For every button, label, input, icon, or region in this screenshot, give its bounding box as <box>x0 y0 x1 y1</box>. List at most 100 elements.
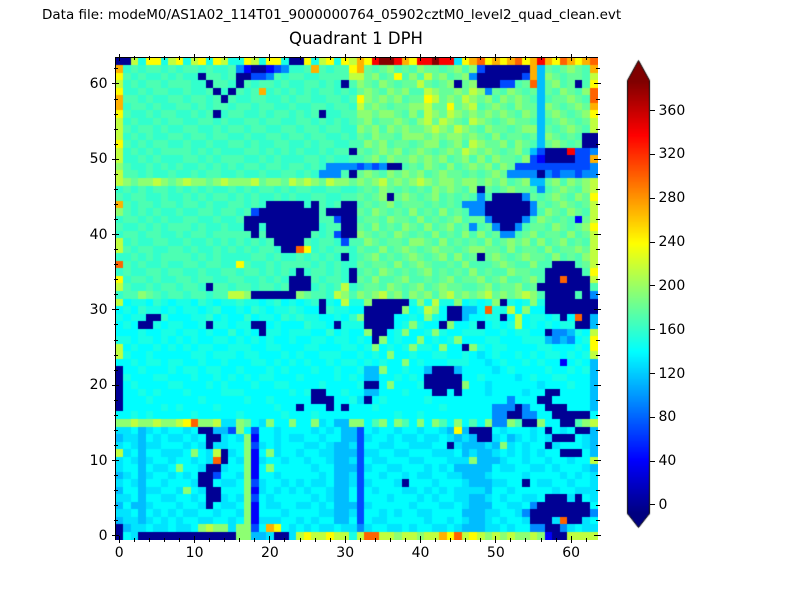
colorbar-tick-label: 360 <box>658 102 686 119</box>
x-tick <box>284 55 286 60</box>
x-tick <box>194 54 196 62</box>
x-tick <box>420 536 422 544</box>
colorbar <box>626 58 652 530</box>
x-tick <box>118 536 120 544</box>
colorbar-tick-label: 160 <box>658 321 686 338</box>
y-tick <box>113 444 118 446</box>
x-tick <box>239 537 241 542</box>
colorbar-tick <box>649 460 655 462</box>
x-tick <box>239 55 241 60</box>
x-tick <box>404 55 406 60</box>
y-tick <box>595 324 600 326</box>
y-tick-label: 50 <box>89 151 108 168</box>
y-tick <box>112 309 119 311</box>
x-tick <box>555 55 557 60</box>
x-tick <box>450 537 452 542</box>
y-tick <box>595 369 600 371</box>
y-tick <box>594 535 601 537</box>
colorbar-tick <box>649 329 655 331</box>
colorbar-tick-label: 320 <box>658 146 686 163</box>
y-tick <box>594 384 601 386</box>
y-tick <box>113 505 118 507</box>
y-tick <box>113 279 118 281</box>
y-tick <box>113 219 118 221</box>
x-tick <box>344 54 346 62</box>
y-tick-label: 0 <box>98 527 108 544</box>
x-tick <box>480 537 482 542</box>
y-tick <box>595 188 600 190</box>
y-tick <box>113 414 118 416</box>
colorbar-tick <box>649 285 655 287</box>
x-tick <box>465 55 467 60</box>
y-tick <box>113 128 118 130</box>
y-tick <box>595 475 600 477</box>
y-tick <box>113 369 118 371</box>
x-tick <box>389 537 391 542</box>
x-tick <box>374 537 376 542</box>
colorbar-tick-label: 0 <box>658 496 668 513</box>
colorbar-tick <box>649 153 655 155</box>
y-tick <box>595 444 600 446</box>
x-tick <box>435 537 437 542</box>
x-tick <box>480 55 482 60</box>
y-tick <box>112 460 119 462</box>
y-tick-label: 60 <box>89 75 108 92</box>
x-tick <box>269 536 271 544</box>
y-tick <box>113 475 118 477</box>
y-tick <box>595 264 600 266</box>
x-tick <box>254 55 256 60</box>
x-tick <box>254 537 256 542</box>
y-tick <box>112 384 119 386</box>
x-tick-label: 50 <box>486 544 505 561</box>
x-tick <box>570 536 572 544</box>
x-tick <box>359 537 361 542</box>
x-tick <box>359 55 361 60</box>
y-tick <box>595 128 600 130</box>
y-tick <box>113 113 118 115</box>
y-tick <box>595 520 600 522</box>
y-tick <box>113 203 118 205</box>
x-tick-label: 10 <box>185 544 204 561</box>
x-tick <box>133 537 135 542</box>
y-tick <box>112 83 119 85</box>
x-tick <box>570 54 572 62</box>
x-tick <box>148 537 150 542</box>
y-tick <box>112 535 119 537</box>
x-tick <box>585 537 587 542</box>
colorbar-tick <box>649 241 655 243</box>
y-tick <box>595 68 600 70</box>
x-tick <box>585 55 587 60</box>
y-tick <box>113 339 118 341</box>
x-tick <box>465 537 467 542</box>
y-tick-label: 20 <box>89 377 108 394</box>
x-tick <box>510 537 512 542</box>
x-tick <box>540 537 542 542</box>
x-tick <box>450 55 452 60</box>
colorbar-tick-label: 280 <box>658 190 686 207</box>
x-tick <box>329 537 331 542</box>
y-tick <box>113 98 118 100</box>
y-tick <box>595 98 600 100</box>
x-tick <box>118 54 120 62</box>
x-tick-label: 20 <box>260 544 279 561</box>
x-tick-label: 60 <box>562 544 581 561</box>
y-tick <box>113 324 118 326</box>
y-tick <box>113 294 118 296</box>
y-tick <box>113 520 118 522</box>
x-tick <box>495 536 497 544</box>
colorbar-tick-label: 200 <box>658 277 686 294</box>
data-file-label: Data file: modeM0/AS1A02_114T01_90000007… <box>42 7 622 23</box>
x-tick <box>209 55 211 60</box>
y-tick <box>113 264 118 266</box>
y-tick <box>594 309 601 311</box>
y-tick <box>112 158 119 160</box>
y-tick-label: 30 <box>89 301 108 318</box>
colorbar-tick-label: 240 <box>658 234 686 251</box>
x-tick <box>344 536 346 544</box>
x-tick <box>435 55 437 60</box>
y-tick <box>113 188 118 190</box>
x-tick-label: 0 <box>114 544 124 561</box>
x-tick <box>224 55 226 60</box>
x-tick <box>374 55 376 60</box>
